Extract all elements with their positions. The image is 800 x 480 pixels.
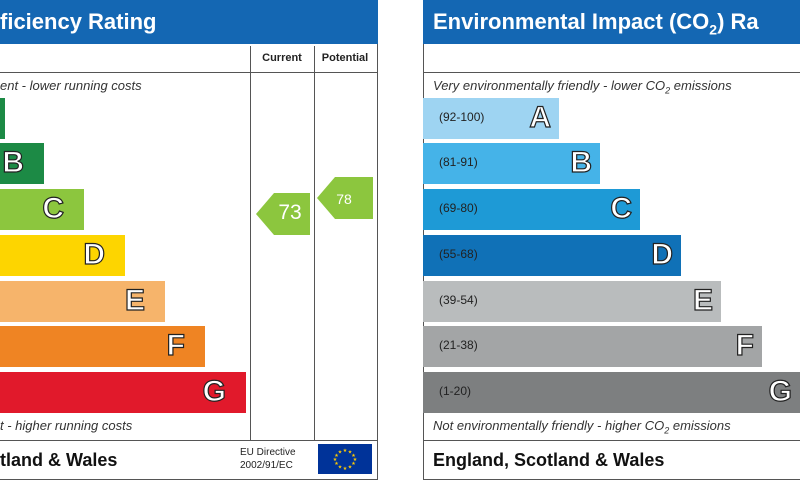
env-band-range: (21-38) <box>439 338 478 352</box>
env-band-range: (92-100) <box>439 110 485 124</box>
env-bottom-note: Not environmentally friendly - higher CO… <box>433 418 731 436</box>
env-band-letter: A <box>529 100 552 134</box>
env-band-letter: G <box>768 374 793 408</box>
energy-header-divider <box>0 72 378 73</box>
svg-text:★: ★ <box>334 453 339 459</box>
env-band-letter: F <box>735 328 755 362</box>
energy-top-note: ent - lower running costs <box>0 78 142 93</box>
energy-title-bar: ficiency Rating <box>0 0 378 44</box>
energy-band-letter: E <box>124 283 145 317</box>
env-band-letter: B <box>570 145 593 179</box>
energy-band-letter: B <box>2 145 25 179</box>
env-top-note-subscript: 2 <box>665 85 671 96</box>
env-band-d: (55-68) D <box>423 235 681 276</box>
env-band-range: (81-91) <box>439 155 478 169</box>
env-band-a: (92-100) A <box>423 98 559 139</box>
svg-text:★: ★ <box>348 465 353 471</box>
svg-text:★: ★ <box>333 457 338 463</box>
energy-band-c: C <box>0 189 84 230</box>
potential-column-divider <box>314 46 315 440</box>
energy-band-letter: D <box>83 237 106 271</box>
env-top-note-text: Very environmentally friendly - lower CO <box>433 78 666 93</box>
svg-text:★: ★ <box>351 453 356 459</box>
svg-text:★: ★ <box>334 461 339 467</box>
svg-text:★: ★ <box>348 450 353 456</box>
env-bottom-note-subscript: 2 <box>664 425 670 436</box>
env-band-letter: D <box>651 237 674 271</box>
svg-text:★: ★ <box>338 450 343 456</box>
energy-band-f: F <box>0 326 205 367</box>
env-title-subscript: 2 <box>709 21 718 38</box>
env-band-f: (21-38) F <box>423 326 762 367</box>
energy-band-d: D <box>0 235 125 276</box>
energy-band-letter: C <box>42 191 65 225</box>
energy-title: ficiency Rating <box>0 9 157 34</box>
energy-bottom-note: t - higher running costs <box>0 418 133 433</box>
eu-directive-line2: 2002/91/EC <box>240 460 293 471</box>
environmental-impact-panel: Environmental Impact (CO2) Ra Very envir… <box>423 0 800 480</box>
eu-directive-label: EU Directive 2002/91/EC <box>240 446 296 472</box>
env-bottom-note-text: Not environmentally friendly - higher CO <box>433 418 665 433</box>
env-title-bar: Environmental Impact (CO2) Ra <box>423 0 800 44</box>
svg-text:★: ★ <box>351 461 356 467</box>
env-band-range: (1-20) <box>439 384 472 398</box>
current-column-divider <box>250 46 251 440</box>
svg-text:★: ★ <box>343 466 348 472</box>
eu-directive-line1: EU Directive <box>240 447 296 458</box>
current-column-header: Current <box>262 52 302 64</box>
potential-rating-arrow <box>317 177 373 219</box>
env-band-c: (69-80) C <box>423 189 640 230</box>
svg-text:★: ★ <box>343 448 348 454</box>
energy-band-b: B <box>0 143 44 184</box>
env-footer-region: England, Scotland & Wales <box>433 450 665 470</box>
current-rating-value: 73 <box>278 201 302 224</box>
current-rating-arrow <box>256 193 310 235</box>
energy-footer-region: tland & Wales <box>0 450 118 470</box>
energy-rating-panel: ficiency Rating Current Potential ent - … <box>0 0 378 480</box>
potential-rating-value: 78 <box>336 191 352 207</box>
energy-band-e: E <box>0 281 165 322</box>
potential-column-header: Potential <box>321 52 369 64</box>
env-footer-divider <box>423 440 800 441</box>
env-band-g: (1-20) G <box>423 372 800 413</box>
env-band-b: (81-91) B <box>423 143 600 184</box>
env-title: Environmental Impact (CO <box>433 9 710 34</box>
env-band-range: (69-80) <box>439 201 478 215</box>
env-bottom-note-tail: emissions <box>669 418 731 433</box>
env-band-range: (39-54) <box>439 293 478 307</box>
eu-flag-icon: ★ ★★ ★★★ ★★★ ★★★ <box>318 444 372 474</box>
env-top-note-tail: emissions <box>670 78 732 93</box>
energy-band-top-partial <box>0 98 5 139</box>
energy-footer-divider <box>0 440 378 441</box>
env-band-letter: E <box>692 283 713 317</box>
env-band-range: (55-68) <box>439 247 478 261</box>
env-band-letter: C <box>610 191 633 225</box>
svg-text:★: ★ <box>353 457 358 463</box>
env-title-tail: ) Ra <box>717 9 759 34</box>
energy-band-letter: G <box>202 374 227 408</box>
energy-band-letter: F <box>166 328 186 362</box>
svg-text:★: ★ <box>338 465 343 471</box>
env-header-divider <box>423 72 800 73</box>
energy-band-g: G <box>0 372 246 413</box>
env-top-note: Very environmentally friendly - lower CO… <box>433 78 732 96</box>
env-band-e: (39-54) E <box>423 281 721 322</box>
